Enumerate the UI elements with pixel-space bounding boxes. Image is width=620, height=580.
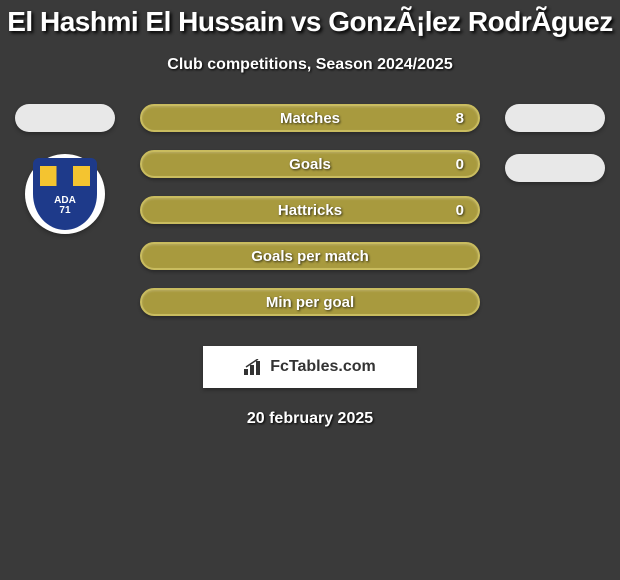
stat-bar-goals-per-match: Goals per match — [140, 242, 480, 270]
subtitle: Club competitions, Season 2024/2025 — [167, 56, 452, 73]
stat-label: Goals — [289, 156, 331, 173]
page-title: El Hashmi El Hussain vs GonzÃ¡lez RodrÃ­… — [7, 6, 613, 37]
chart-icon — [244, 359, 264, 375]
stat-label: Min per goal — [266, 294, 354, 311]
stat-label: Matches — [280, 110, 340, 127]
stat-bar-min-per-goal: Min per goal — [140, 288, 480, 316]
brand-text: FcTables.com — [270, 358, 376, 376]
date-text: 20 february 2025 — [247, 410, 373, 427]
stat-bar-hattricks: Hattricks 0 — [140, 196, 480, 224]
stat-label: Hattricks — [278, 202, 342, 219]
stat-bar-goals: Goals 0 — [140, 150, 480, 178]
stat-value-right: 8 — [456, 110, 464, 127]
right-player-column — [500, 104, 610, 204]
player-silhouette-left — [15, 104, 115, 132]
stat-value-right: 0 — [456, 202, 464, 219]
stat-value-right: 0 — [456, 156, 464, 173]
brand-box[interactable]: FcTables.com — [203, 346, 417, 388]
stat-bars: Matches 8 Goals 0 Hattricks 0 Goals per … — [140, 104, 480, 316]
left-player-column: ADA 71 — [10, 104, 120, 234]
club-badge-left: ADA 71 — [25, 154, 105, 234]
stat-label: Goals per match — [251, 248, 369, 265]
comparison-content: ADA 71 Matches 8 Goals 0 Hattricks 0 Goa… — [0, 104, 620, 428]
player-silhouette-right-1 — [505, 104, 605, 132]
stat-bar-matches: Matches 8 — [140, 104, 480, 132]
player-silhouette-right-2 — [505, 154, 605, 182]
badge-text-bottom: 71 — [59, 205, 70, 216]
